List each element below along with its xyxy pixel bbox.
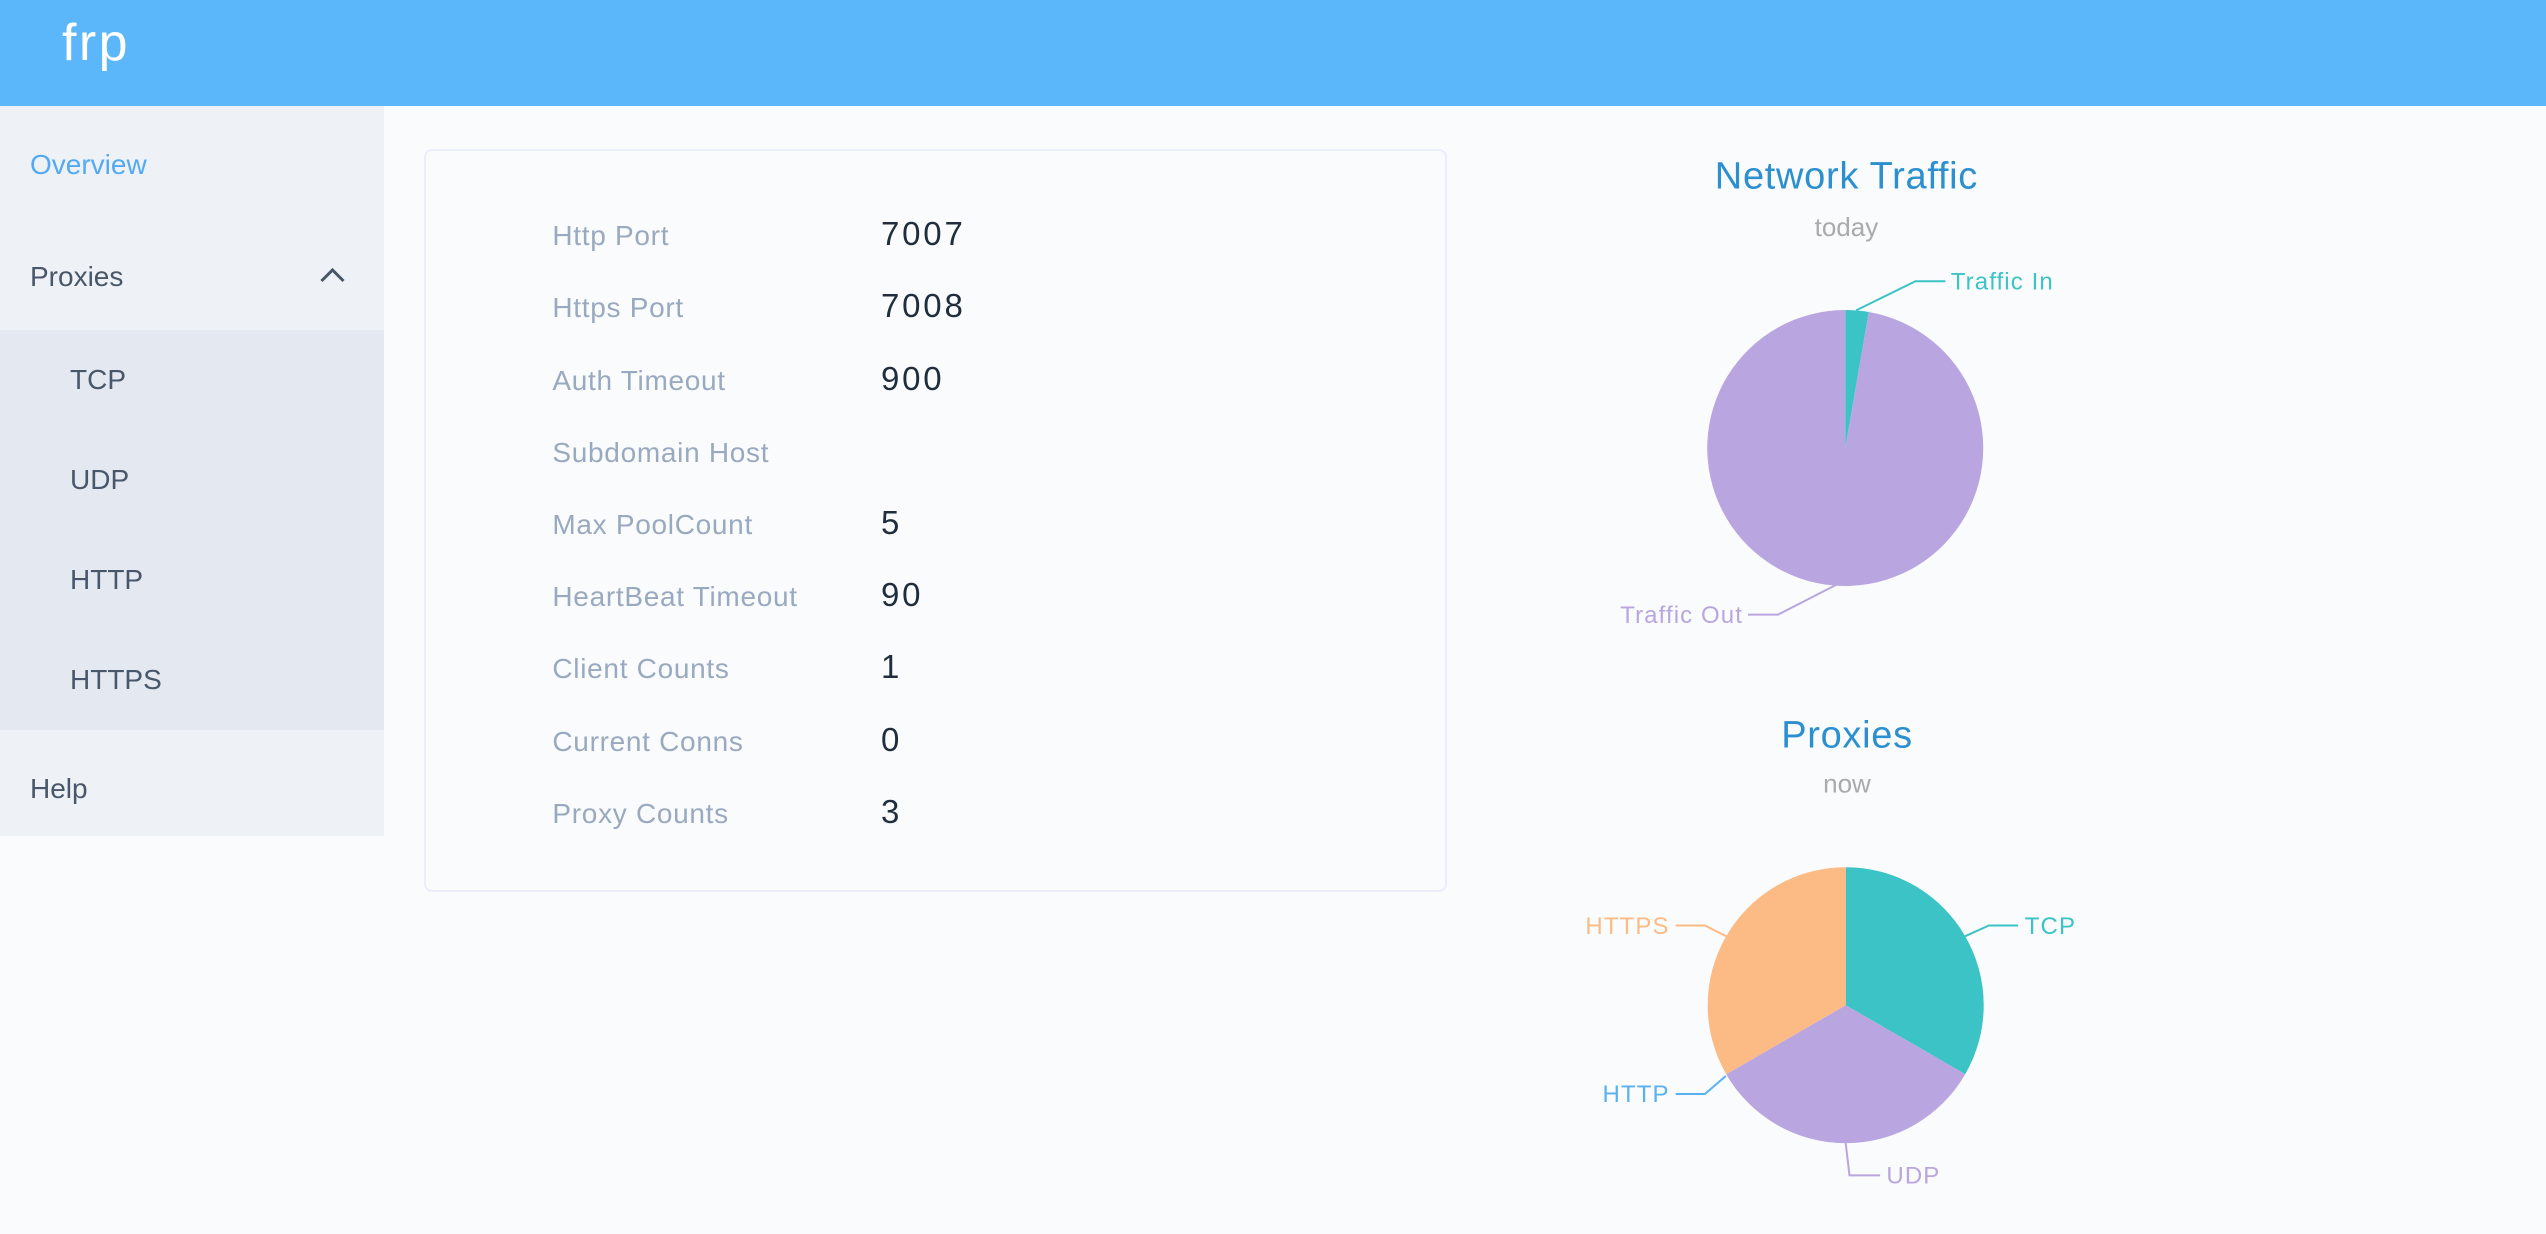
svg-text:today: today — [1815, 212, 1879, 242]
svg-text:Network Traffic: Network Traffic — [1715, 156, 1978, 198]
svg-text:HTTP: HTTP — [1603, 1081, 1670, 1108]
svg-text:now: now — [1823, 768, 1871, 798]
svg-text:UDP: UDP — [1886, 1163, 1940, 1190]
svg-text:Traffic Out: Traffic Out — [1620, 602, 1743, 629]
svg-text:TCP: TCP — [2025, 913, 2076, 940]
svg-text:HTTPS: HTTPS — [1585, 913, 1669, 940]
svg-text:Traffic In: Traffic In — [1951, 269, 2054, 296]
svg-text:Proxies: Proxies — [1781, 714, 1913, 756]
